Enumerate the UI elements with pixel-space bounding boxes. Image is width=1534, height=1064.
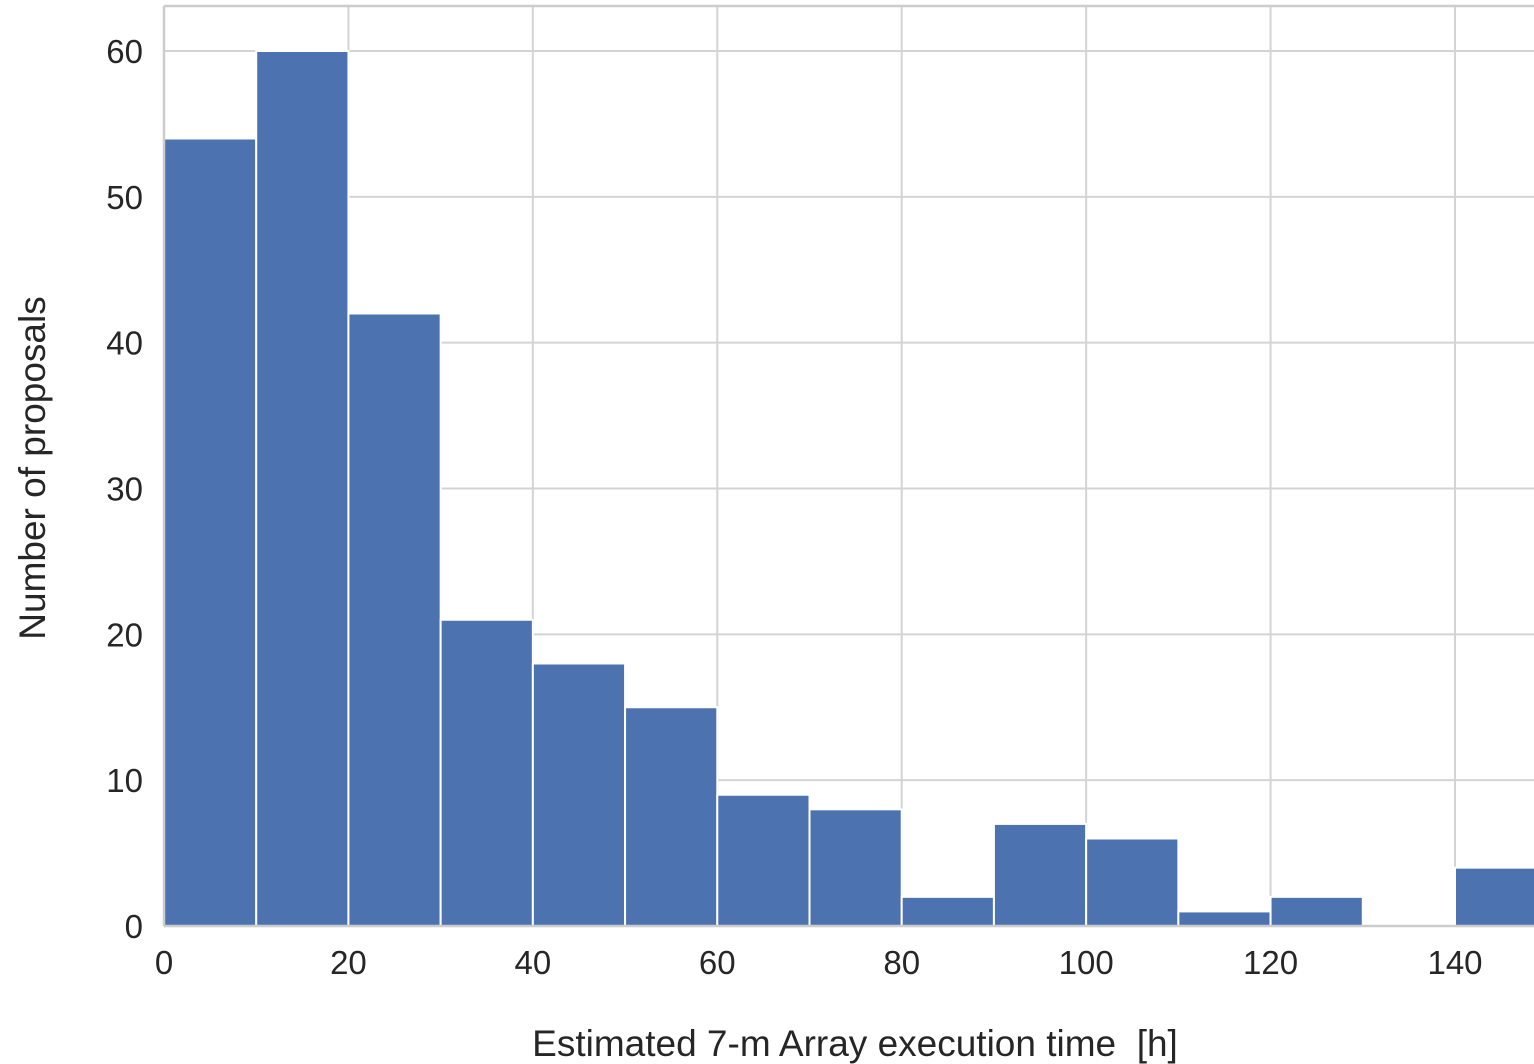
- y-tick-label: 40: [106, 325, 143, 362]
- y-axis-ticks: 0 10 20 30 40 50 60: [106, 33, 143, 945]
- x-axis-ticks: 0 20 40 60 80 100 120 140: [155, 944, 1483, 981]
- plot-frame: [162, 4, 1534, 928]
- x-tick-label: 0: [155, 944, 173, 981]
- histogram-bar: [1085, 837, 1180, 927]
- histogram-bars: [163, 50, 1534, 928]
- y-tick-label: 10: [106, 762, 143, 799]
- x-tick-label: 120: [1243, 944, 1298, 981]
- histogram-bar: [255, 50, 350, 927]
- y-tick-label: 0: [125, 908, 143, 945]
- histogram-bar: [900, 895, 995, 927]
- x-tick-label: 140: [1427, 944, 1482, 981]
- histogram-bar: [531, 662, 627, 927]
- histogram-bar: [163, 137, 258, 927]
- y-tick-label: 30: [106, 471, 143, 508]
- histogram-bar: [716, 793, 811, 927]
- y-tick-label: 50: [106, 179, 143, 216]
- histogram-bar: [1269, 895, 1364, 927]
- y-axis-label: Number of proposals: [12, 296, 53, 639]
- histogram-bar: [624, 706, 719, 927]
- x-tick-label: 100: [1059, 944, 1114, 981]
- y-tick-label: 20: [106, 616, 143, 653]
- x-tick-label: 60: [699, 944, 736, 981]
- histogram-bar: [1177, 910, 1272, 928]
- x-tick-label: 40: [514, 944, 551, 981]
- histogram-bar: [347, 312, 442, 927]
- histogram-bar: [1454, 866, 1534, 928]
- x-axis-label: Estimated 7-m Array execution time [h]: [532, 1023, 1178, 1064]
- y-tick-label: 60: [106, 33, 143, 70]
- histogram-bar: [808, 808, 903, 927]
- x-tick-label: 20: [330, 944, 367, 981]
- histogram-bar: [992, 822, 1088, 928]
- histogram-bar: [439, 618, 534, 927]
- x-tick-label: 80: [883, 944, 920, 981]
